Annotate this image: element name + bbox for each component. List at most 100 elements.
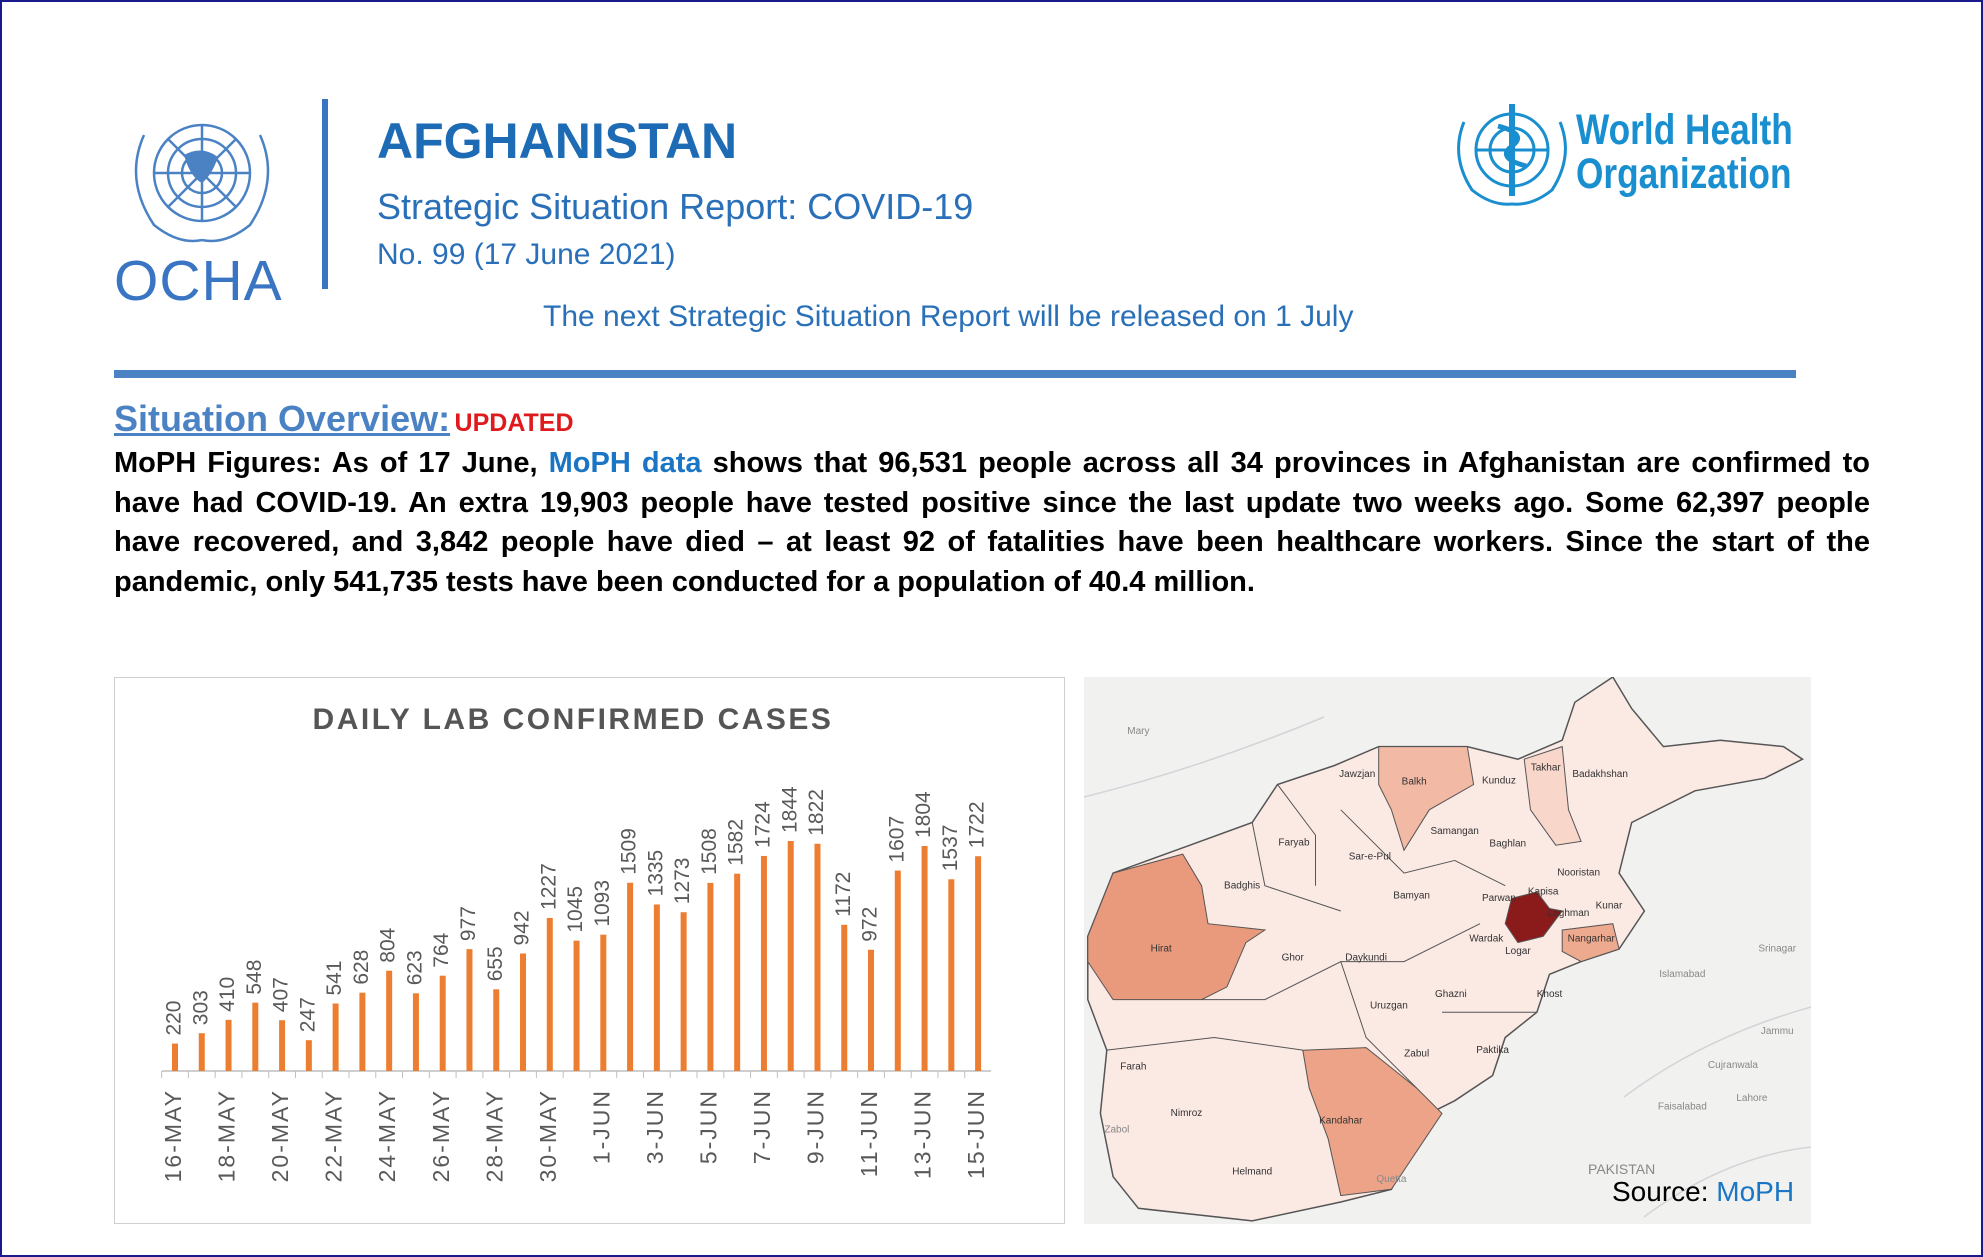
bar: [279, 1020, 286, 1071]
province-label: Khost: [1537, 989, 1563, 1000]
moph-data-link[interactable]: MoPH data: [548, 447, 702, 479]
place-label: Mary: [1127, 726, 1149, 737]
x-tick-label: 16-MAY: [160, 1089, 186, 1182]
data-label: 303: [189, 990, 212, 1025]
bar: [653, 904, 660, 1071]
report-title: AFGHANISTAN: [377, 113, 738, 169]
bar: [814, 843, 821, 1071]
data-label: 942: [511, 910, 534, 945]
place-label: Cujranwala: [1708, 1060, 1758, 1071]
who-emblem: [1457, 104, 1567, 206]
place-label: Quetta: [1376, 1174, 1406, 1185]
data-label: 1093: [591, 880, 614, 927]
bar: [680, 912, 687, 1071]
data-label: 407: [270, 977, 293, 1012]
province-label: Jawzjan: [1339, 769, 1375, 780]
data-label: 1607: [885, 816, 908, 863]
x-tick-label: 18-MAY: [214, 1089, 240, 1182]
province-label: Nooristan: [1557, 868, 1600, 879]
province-label: Laghman: [1548, 908, 1590, 919]
data-label: 1335: [644, 850, 667, 897]
province-label: Kandahar: [1319, 1116, 1363, 1127]
overview-text: shows that 96,531 people across all 34 p…: [114, 447, 1870, 598]
data-label: 1537: [939, 825, 962, 872]
place-label: Jammu: [1761, 1026, 1794, 1037]
province-shape: [1523, 745, 1582, 846]
province-label: Kapisa: [1528, 887, 1559, 898]
data-label: 548: [243, 960, 266, 995]
province-shape: [1504, 891, 1564, 944]
bar: [332, 1003, 339, 1071]
province-label: Helmand: [1232, 1166, 1272, 1177]
bar: [305, 1040, 312, 1071]
place-label: Faisalabad: [1658, 1102, 1707, 1113]
province-label: Faryab: [1278, 837, 1310, 848]
bar: [359, 992, 366, 1071]
who-line-2: Organization: [1576, 150, 1792, 198]
chart-frame: [114, 677, 1065, 1224]
x-tick-label: 3-JUN: [642, 1089, 668, 1164]
bar: [520, 953, 527, 1071]
province-border: [1454, 859, 1506, 887]
x-tick-label: 7-JUN: [749, 1089, 775, 1164]
country-outline: [1087, 677, 1804, 1222]
data-label: 220: [163, 1001, 186, 1036]
bar: [172, 1043, 178, 1071]
data-label: 1722: [966, 801, 989, 848]
province-shape: [1378, 746, 1475, 852]
province-label: Balkh: [1402, 777, 1427, 788]
province-label: Wardak: [1469, 933, 1504, 944]
data-label: 247: [296, 997, 319, 1032]
source-link[interactable]: MoPH: [1716, 1176, 1795, 1207]
updated-badge: UPDATED: [454, 409, 574, 437]
next-report-note: The next Strategic Situation Report will…: [543, 300, 1354, 333]
x-tick-label: 28-MAY: [481, 1089, 507, 1182]
province-label: Nimroz: [1171, 1108, 1203, 1119]
x-tick-label: 1-JUN: [588, 1089, 614, 1164]
data-label: 972: [859, 907, 882, 942]
province-label: Kunar: [1596, 901, 1623, 912]
province-shape: [1087, 853, 1267, 1001]
bar: [707, 882, 714, 1071]
bar: [787, 841, 794, 1071]
bar: [573, 940, 580, 1071]
overview-heading-row: Situation Overview: UPDATED: [114, 398, 574, 440]
data-label: 655: [484, 946, 507, 981]
header-rule: [114, 370, 1796, 378]
province-label: Takhar: [1531, 763, 1562, 774]
province-map: Jawzjan Balkh Kunduz Takhar Badakhshan Faryab…: [1084, 677, 1811, 1224]
data-label: 1172: [832, 872, 855, 917]
province-label: Ghazni: [1435, 989, 1467, 1000]
province-label: Uruzgan: [1370, 1001, 1408, 1012]
x-tick-label: 30-MAY: [535, 1089, 561, 1182]
province-label: Badghis: [1224, 880, 1260, 891]
who-logo-text: World Health Organization: [1576, 108, 1793, 196]
data-label: 764: [430, 932, 453, 967]
data-label: 1804: [912, 791, 935, 838]
bar: [386, 970, 393, 1071]
province-border: [1277, 784, 1316, 886]
province-label: Logar: [1505, 946, 1531, 957]
place-label: Islamabad: [1659, 969, 1705, 980]
province-label: Zabul: [1404, 1049, 1429, 1060]
data-label: 1822: [805, 789, 828, 836]
bar: [841, 924, 848, 1071]
who-line-1: World Health: [1576, 106, 1793, 154]
data-label: 977: [457, 906, 480, 941]
province-label: Parwan: [1482, 893, 1516, 904]
data-label: 1724: [751, 801, 774, 848]
x-tick-label: 24-MAY: [374, 1089, 400, 1182]
province-label: Ghor: [1282, 952, 1305, 963]
bar: [948, 879, 955, 1071]
bar: [600, 934, 607, 1071]
data-label: 541: [323, 960, 346, 995]
bar: [493, 989, 500, 1071]
place-label: Lahore: [1736, 1093, 1768, 1104]
bar: [546, 917, 553, 1071]
x-tick-label: 11-JUN: [856, 1089, 882, 1177]
province-label: Nangarhar: [1568, 933, 1616, 944]
overview-text: MoPH Figures: As of 17 June,: [114, 447, 549, 479]
x-tick-label: 26-MAY: [428, 1089, 454, 1182]
